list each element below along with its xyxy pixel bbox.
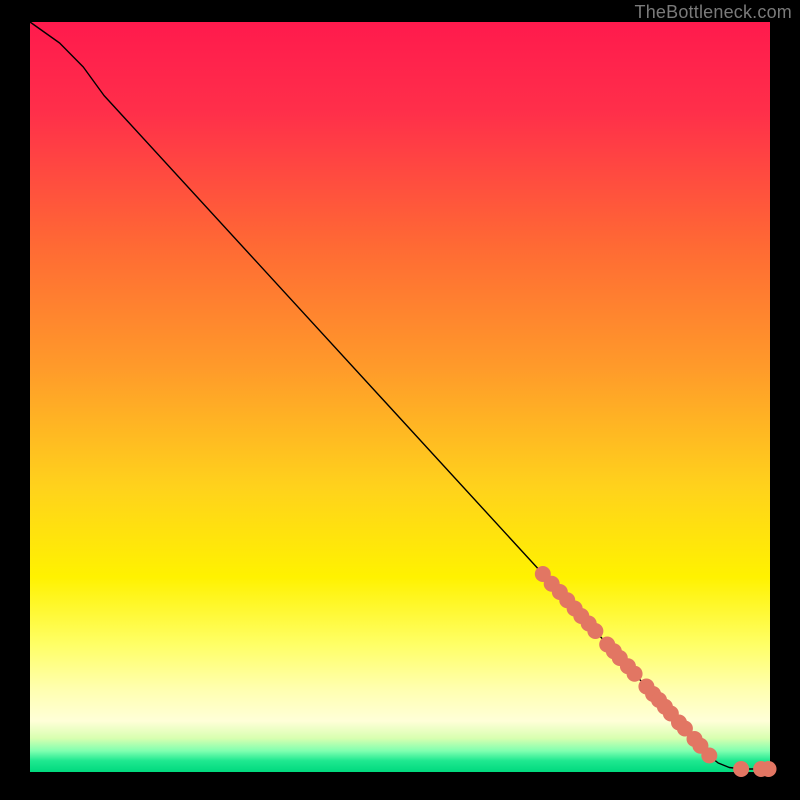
- marker-point: [627, 666, 643, 682]
- marker-point: [701, 748, 717, 764]
- watermark-text: TheBottleneck.com: [635, 2, 792, 23]
- marker-point: [733, 761, 749, 777]
- chart-root: TheBottleneck.com: [0, 0, 800, 800]
- marker-point: [761, 761, 777, 777]
- marker-point: [587, 623, 603, 639]
- plot-background: [30, 22, 770, 772]
- chart-svg: [0, 0, 800, 800]
